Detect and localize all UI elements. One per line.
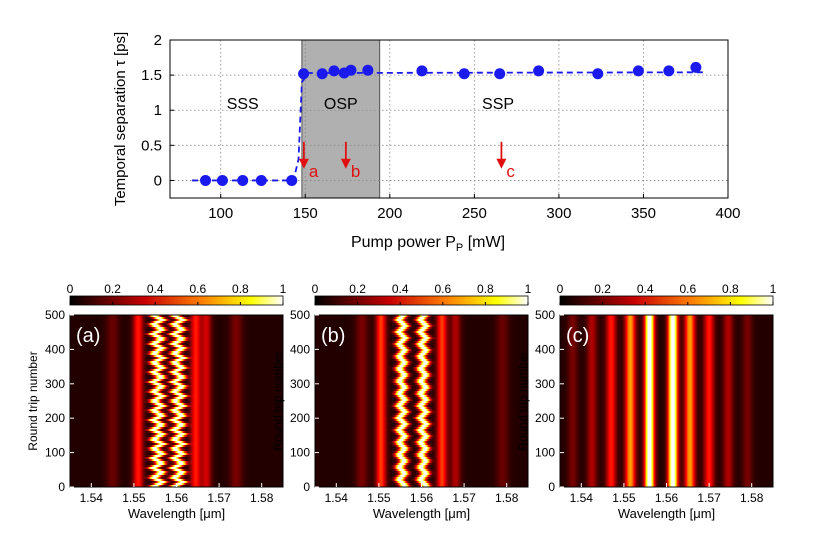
arrow-c-label: c [506,162,515,181]
region-label-ssp: SSP [482,96,514,113]
y-tick-label: 0 [154,172,162,189]
data-point [459,68,470,79]
data-point [663,65,674,76]
heatmap-image [70,315,283,487]
data-point [690,62,701,73]
data-point [633,65,644,76]
data-point [345,65,356,76]
x-tick-label: 400 [715,205,740,222]
y-tick-label: 0.5 [141,137,162,154]
y-tick-label: 2 [154,32,162,49]
x-tick-label: 200 [377,205,402,222]
data-point [256,175,267,186]
colorbar-tick-label: 0.8 [232,282,249,296]
data-point [494,68,505,79]
x-tick-label: 300 [546,205,571,222]
data-point [237,175,248,186]
colorbar [70,296,283,305]
heatmap-panel-a: 0 0.2 0.4 0.6 0.8 11.54 1.55 1.56 1.57 1.58010020… [26,282,287,521]
arrow-a-label: a [309,162,319,181]
data-point [286,175,297,186]
y-axis-label: Temporal separation τ [ps] [112,32,129,206]
plot-area-background [170,40,728,198]
colorbar-tick-label: 0.2 [104,282,121,296]
y-tick-label: 1.5 [141,67,162,84]
x-axis-label: Pump power PP [mW] [351,234,505,254]
colorbar-tick-label: 0.4 [147,282,164,296]
temporal-separation-chart: 100 150 200 250 300 350 400 0 0.5 1 1.5 2 SSS OSP SSP… [112,32,741,254]
figure: 100 150 200 250 300 350 400 0 0.5 1 1.5 2 SSS OSP SSP… [0,0,830,545]
x-tick-label: 150 [293,205,318,222]
x-tick-label: 100 [208,205,233,222]
data-point [317,68,328,79]
colorbar-tick-label: 0 [67,282,74,296]
y-tick-label: 1 [154,102,162,119]
data-point [217,175,228,186]
region-label-osp: OSP [324,96,358,113]
region-label-sss: SSS [227,96,259,113]
x-tick-label: 350 [631,205,656,222]
colorbar-tick-label: 1 [280,282,287,296]
data-point [329,65,340,76]
data-point [200,175,211,186]
x-tick-label: 250 [462,205,487,222]
arrow-b-label: b [351,162,360,181]
data-point [298,68,309,79]
data-point [416,65,427,76]
data-point [362,65,373,76]
data-point [533,65,544,76]
colorbar-tick-label: 0.6 [189,282,206,296]
data-point [592,68,603,79]
